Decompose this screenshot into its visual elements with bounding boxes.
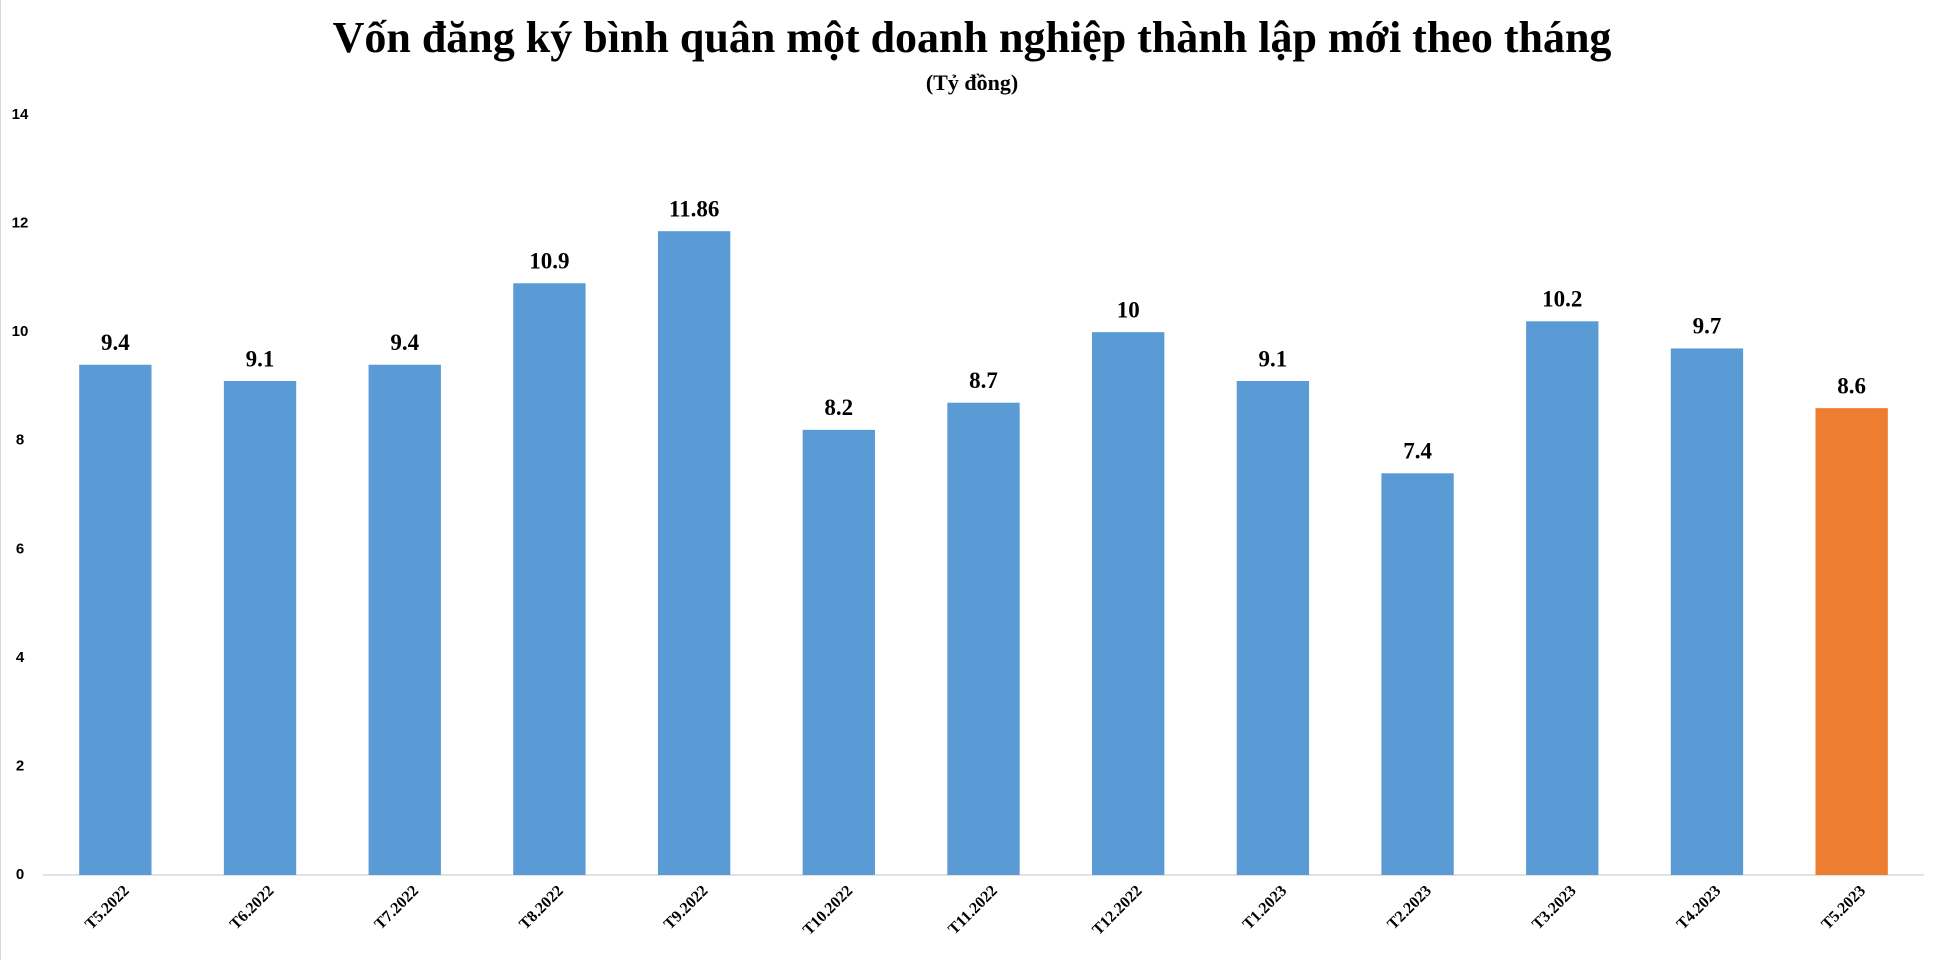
bar	[1526, 321, 1599, 875]
bar	[657, 231, 731, 875]
bar	[513, 283, 586, 875]
value-label: 11.86	[669, 196, 719, 221]
x-tick-label: T3.2023	[1529, 882, 1580, 933]
bar	[947, 402, 1020, 875]
bar	[223, 381, 297, 875]
value-label: 8.6	[1837, 373, 1866, 398]
chart-subtitle: (Tỷ đồng)	[926, 70, 1018, 95]
x-tick-label: T9.2022	[661, 882, 712, 933]
x-tick-label: T6.2022	[227, 882, 278, 933]
y-tick-label: 4	[16, 649, 25, 666]
bar	[1092, 332, 1165, 876]
x-tick-label: T4.2023	[1674, 882, 1725, 933]
value-label: 9.4	[101, 330, 130, 355]
value-label: 8.7	[969, 368, 998, 393]
value-label: 10.9	[529, 249, 569, 274]
x-tick-label: T1.2023	[1240, 882, 1291, 933]
bar	[1381, 473, 1454, 875]
x-tick-label: T7.2022	[371, 882, 422, 933]
bar	[1236, 381, 1310, 875]
value-label: 10	[1117, 297, 1140, 322]
y-tick-label: 14	[12, 106, 29, 123]
bar	[1670, 348, 1744, 875]
x-tick-label: T11.2022	[945, 882, 1001, 938]
y-tick-label: 12	[12, 215, 29, 232]
y-tick-label: 8	[16, 432, 24, 449]
y-tick-label: 10	[12, 323, 29, 340]
x-tick-label: T8.2022	[516, 882, 567, 933]
bar	[802, 429, 875, 875]
x-tick-label: T2.2023	[1384, 882, 1435, 933]
value-label: 9.1	[1259, 346, 1288, 371]
value-label: 8.2	[824, 395, 853, 420]
bar	[368, 364, 441, 875]
y-tick-label: 6	[16, 540, 24, 557]
value-label: 9.4	[390, 330, 419, 355]
value-label: 10.2	[1542, 287, 1582, 312]
value-label: 7.4	[1403, 439, 1432, 464]
y-tick-label: 2	[16, 757, 24, 774]
x-tick-label: T10.2022	[800, 882, 856, 938]
bar	[1815, 408, 1888, 875]
chart-title: Vốn đăng ký bình quân một doanh nghiệp t…	[333, 13, 1612, 62]
value-label: 9.1	[246, 346, 275, 371]
x-tick-label: T5.2022	[82, 882, 133, 933]
y-tick-label: 0	[16, 866, 24, 883]
value-label: 9.7	[1693, 314, 1722, 339]
x-tick-label: T5.2023	[1818, 882, 1869, 933]
x-tick-label: T12.2022	[1089, 882, 1145, 938]
bar	[79, 364, 152, 875]
